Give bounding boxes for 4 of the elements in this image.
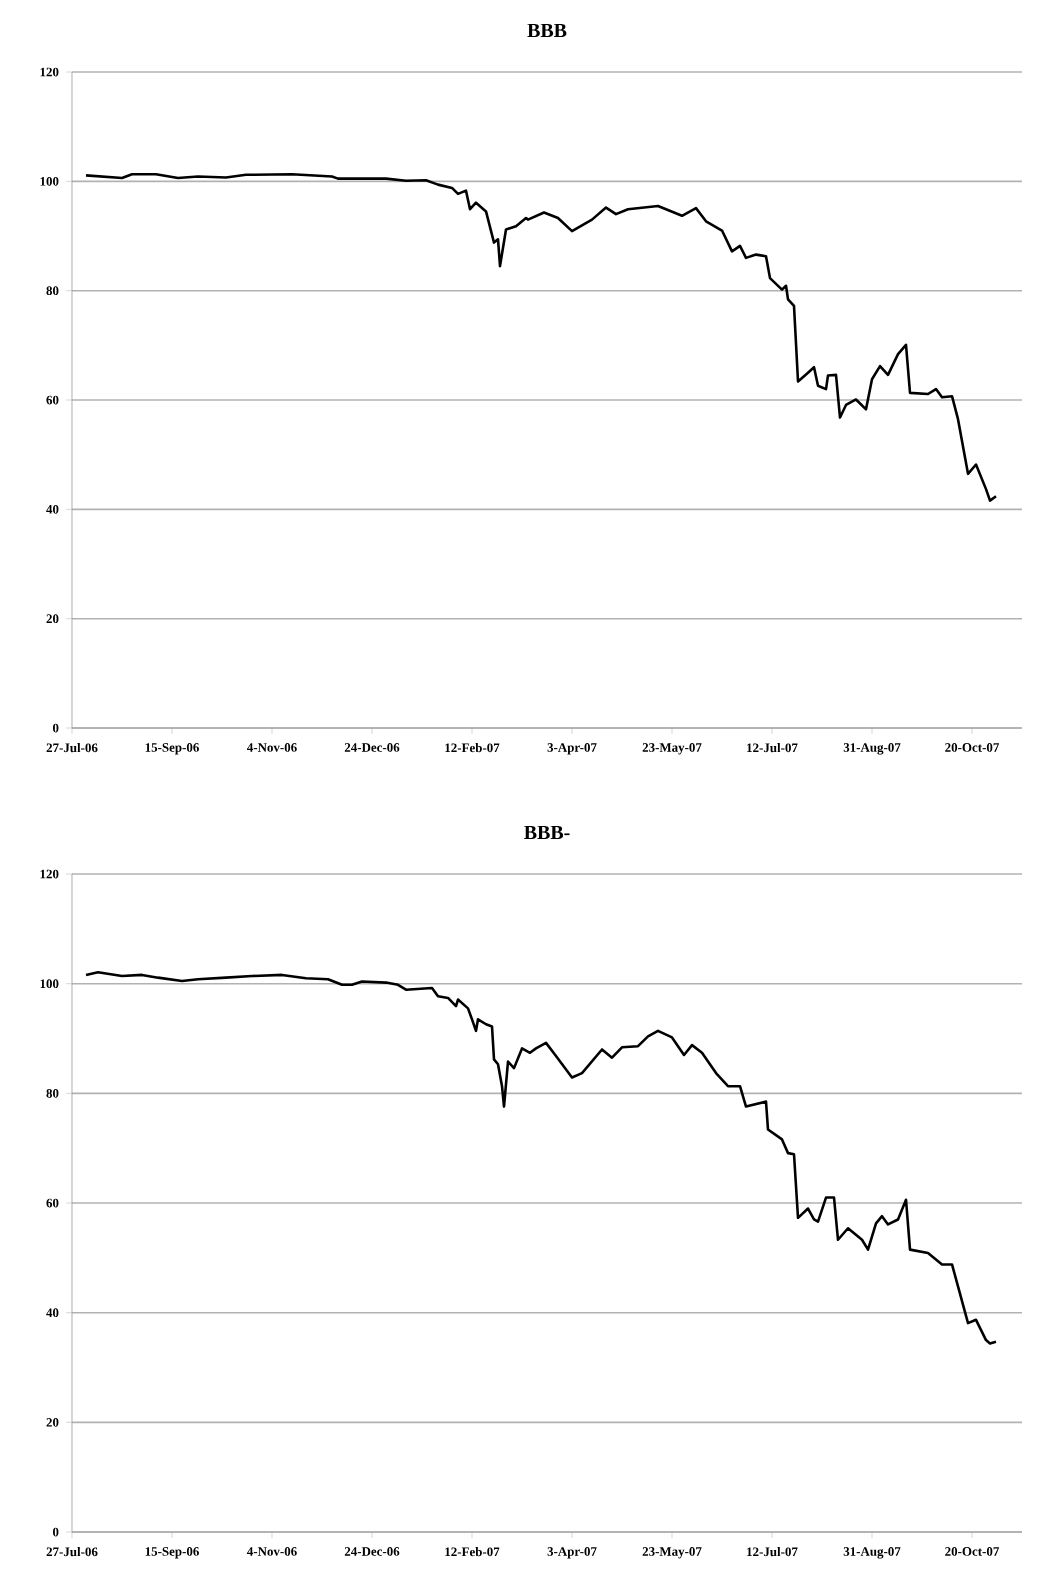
chart-title: BBB-	[524, 825, 570, 840]
chart-title: BBB	[527, 23, 567, 38]
line-series	[84, 172, 998, 502]
line-series	[84, 970, 998, 1345]
